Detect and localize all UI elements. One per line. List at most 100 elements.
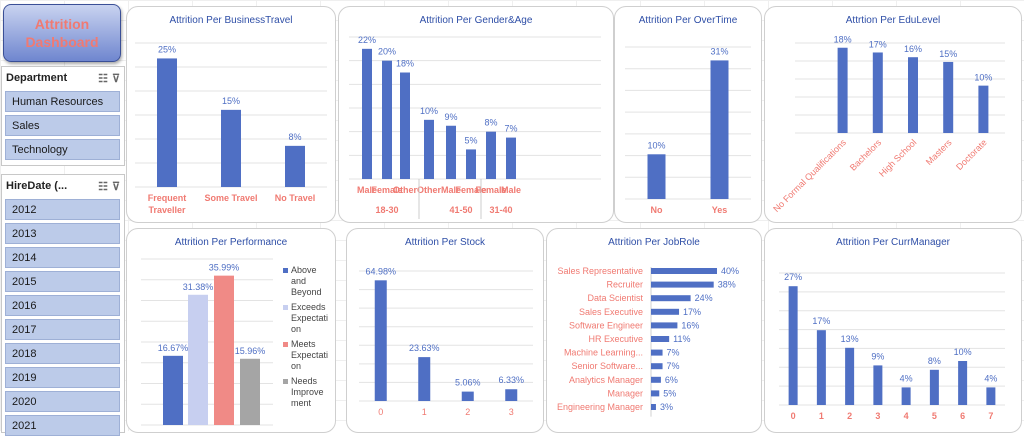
bar	[943, 61, 954, 133]
bar	[651, 281, 714, 288]
tick-label: 4	[904, 411, 909, 421]
legend-label: Meets Expectati on	[291, 339, 329, 371]
department-slicer: Department ☷ ⊽ Human Resources Sales Tec…	[1, 66, 125, 166]
slicer-item-2014[interactable]: 2014	[5, 247, 120, 268]
chart-panel-gender-age[interactable]: Attrition Per Gender&Age 22% Male 20% Femal…	[338, 6, 614, 223]
data-label: 15%	[222, 96, 240, 106]
chart-panel-jobrole[interactable]: Attrition Per JobRole 40% Sales Represent…	[546, 228, 762, 433]
data-label: 18%	[396, 59, 414, 69]
slicer-item-2017[interactable]: 2017	[5, 319, 120, 340]
legend-item: Needs Improve ment	[283, 376, 333, 409]
dashboard-title-text: Attrition Dashboard	[25, 16, 99, 50]
clear-filter-icon[interactable]: ⊽	[111, 72, 120, 85]
bar	[505, 389, 518, 401]
performance-chart: 16.67% 31.38% 35.99% 15.96%	[141, 258, 273, 426]
slicer-item-2015[interactable]: 2015	[5, 271, 120, 292]
bar	[506, 137, 516, 179]
bar	[157, 58, 177, 187]
data-label: 24%	[695, 293, 713, 303]
bar	[188, 294, 208, 425]
legend-swatch	[283, 268, 288, 273]
data-label: 5%	[663, 388, 676, 398]
data-label: 3%	[660, 402, 673, 412]
bar	[446, 125, 456, 179]
bar	[710, 60, 729, 199]
slicer-item-2019[interactable]: 2019	[5, 367, 120, 388]
tick-label: Senior Software...	[571, 361, 643, 371]
bar	[374, 280, 387, 401]
tick-label: 7	[988, 411, 993, 421]
chart-title: Attrition Per Performance	[174, 237, 288, 248]
data-label: 4%	[900, 373, 913, 383]
slicer-item-sales[interactable]: Sales	[5, 115, 120, 136]
bar	[651, 349, 663, 356]
chart-title: Attrition Per BusinessTravel	[169, 15, 293, 26]
slicer-item-2012[interactable]: 2012	[5, 199, 120, 220]
hiredate-slicer: HireDate (... ☷ ⊽ 2012 2013 2014 2015 20…	[1, 174, 125, 436]
bar	[382, 60, 392, 179]
data-label: 31.38%	[183, 282, 214, 292]
legend-swatch	[283, 379, 288, 384]
chart-panel-overtime[interactable]: Attrition Per OverTime 10% No 31% Yes	[614, 6, 762, 223]
tick-label: Sales Representative	[557, 266, 643, 276]
tick-label: Male	[441, 185, 461, 195]
hiredate-slicer-header: HireDate (... ☷ ⊽	[2, 175, 124, 197]
tick-label: Other	[393, 185, 418, 195]
data-label: 8%	[288, 132, 301, 142]
slicer-item-2018[interactable]: 2018	[5, 343, 120, 364]
data-label: 17%	[869, 39, 887, 49]
clear-filter-icon[interactable]: ⊽	[111, 180, 120, 193]
chart-panel-stock[interactable]: Attrition Per Stock 64.98% 0 23.63% 1 5.06% 2…	[346, 228, 544, 433]
tick-label: Some Travel	[204, 193, 257, 203]
bar	[647, 154, 666, 199]
chart-panel-business-travel[interactable]: Attrition Per BusinessTravel 25% Frequent…	[126, 6, 336, 223]
data-label: 40%	[721, 266, 739, 276]
data-label: 9%	[871, 351, 884, 361]
tick-label: Sales Executive	[579, 307, 643, 317]
bar	[221, 109, 241, 187]
slicer-item-2020[interactable]: 2020	[5, 391, 120, 412]
tick-label: No Travel	[275, 193, 316, 203]
bar	[214, 275, 234, 425]
department-slicer-title: Department	[6, 72, 68, 84]
data-label: 5%	[464, 135, 477, 145]
tick-label: Female	[371, 185, 402, 195]
chart-panel-performance[interactable]: Attrition Per Performance 16.67% 31.38% 35…	[126, 228, 336, 433]
tick-label: Recruiter	[606, 280, 643, 290]
tick-label: Manager	[607, 388, 643, 398]
legend-swatch	[283, 342, 288, 347]
multi-select-icon[interactable]: ☷	[98, 72, 108, 85]
group-label: 31-40	[489, 205, 512, 215]
data-label: 20%	[378, 47, 396, 57]
group-label: 18-30	[375, 205, 398, 215]
legend-label: Exceeds Expectati on	[291, 302, 329, 334]
tick-label: 3	[509, 407, 514, 417]
tick-label: 2	[465, 407, 470, 417]
slicer-item-2021[interactable]: 2021	[5, 415, 120, 436]
slicer-item-2016[interactable]: 2016	[5, 295, 120, 316]
currmanager-chart: 27% 0 17% 1 13% 2 9% 3 4% 4 8% 5 10% 6 4% 7	[779, 272, 1005, 421]
tick-label: Female	[475, 185, 506, 195]
bar	[651, 268, 717, 274]
bar	[651, 404, 656, 410]
data-label: 6.33%	[498, 375, 524, 385]
tick-label: 1	[819, 411, 824, 421]
tick-label: Software Engineer	[569, 320, 643, 330]
slicer-item-human-resources[interactable]: Human Resources	[5, 91, 120, 112]
slicer-item-technology[interactable]: Technology	[5, 139, 120, 160]
chart-title: Attrtion Per EduLevel	[845, 15, 941, 26]
group-label: 41-50	[449, 205, 472, 215]
data-label: 10%	[420, 106, 438, 116]
chart-panel-edulevel[interactable]: Attrtion Per EduLevel 18% No Formal Quali…	[764, 6, 1022, 223]
tick-label: 1	[422, 407, 427, 417]
tick-label: Machine Learning...	[564, 348, 643, 358]
tick-label: 5	[932, 411, 937, 421]
data-label: 15.96%	[235, 346, 266, 356]
slicer-item-2013[interactable]: 2013	[5, 223, 120, 244]
bar	[908, 57, 918, 133]
bar	[651, 390, 660, 397]
chart-panel-currmanager[interactable]: Attrition Per CurrManager 27% 0 17% 1 13% 2 9%…	[764, 228, 1022, 433]
multi-select-icon[interactable]: ☷	[98, 180, 108, 193]
data-label: 7%	[667, 348, 680, 358]
bar	[418, 357, 431, 401]
